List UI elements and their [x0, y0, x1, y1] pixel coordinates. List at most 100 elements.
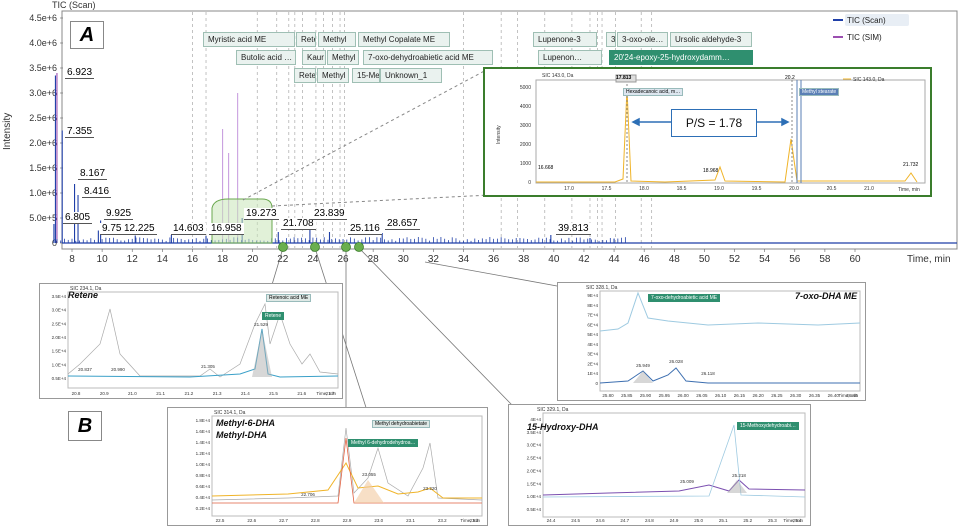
- main-y-tick-label: 3.5e+6: [29, 63, 57, 73]
- peak-label: 16.958: [209, 223, 244, 235]
- annotation-ursolic[interactable]: Ursolic aldehyde-3: [670, 32, 752, 47]
- inset-xlabel: Time, min: [898, 187, 920, 193]
- sub-peak-label: 20.837: [78, 367, 92, 372]
- annotation-methyl-2[interactable]: Methyl: [327, 50, 359, 65]
- annotation-butolic[interactable]: Butolic acid …: [236, 50, 296, 65]
- sub-x-tick-label: 26.10: [715, 393, 727, 398]
- sub-x-tick-label: 23.2: [438, 518, 447, 523]
- retene-title: Retene: [68, 290, 98, 300]
- inset-tag-methyl-stearate[interactable]: Methyl stearate: [799, 88, 839, 96]
- sub-x-label: Time, min: [838, 393, 858, 398]
- sub-x-tick-label: 21.1: [156, 391, 165, 396]
- annotation-myristic[interactable]: Myristic acid ME: [203, 32, 295, 47]
- main-x-tick-label: 18: [217, 254, 229, 265]
- inset-peak-label: 16.668: [538, 165, 553, 171]
- sub-x-tick-label: 26.20: [753, 393, 765, 398]
- sub-x-tick-label: 23.0: [374, 518, 383, 523]
- annotation-epoxy[interactable]: 20'24-epoxy-25-hydroxydamm…: [609, 50, 753, 65]
- sub-y-tick-label: 6E+4: [587, 322, 598, 327]
- retene-panel: SIC 234.1, Da 3.5E+4 3.0E+4 2.5E+4 2.0E+4 1.…: [39, 283, 343, 399]
- methyl-dha-title-2: Methyl-DHA: [216, 430, 267, 440]
- hydroxy-dha-title: 15-Hydroxy-DHA: [527, 422, 599, 432]
- svg-text:SIC 328.1, Da: SIC 328.1, Da: [586, 285, 618, 291]
- methyl-dha-title-1: Methyl-6-DHA: [216, 418, 275, 428]
- sub-x-tick-label: 26.25: [771, 393, 783, 398]
- annotation-kaur[interactable]: Kaur: [302, 50, 326, 65]
- main-x-tick-label: 54: [759, 254, 771, 265]
- sub-peak-label: 23.055: [362, 472, 376, 477]
- annotation-3[interactable]: 3: [606, 32, 616, 47]
- annotation-rete-2[interactable]: Rete: [294, 68, 316, 83]
- retene-tag-retene[interactable]: Retene: [262, 312, 284, 320]
- inset-header: SIC 143.0, Da: [542, 73, 574, 79]
- main-x-tick-label: 34: [458, 254, 470, 265]
- inset-x-ticks: 17.0 17.5 18.0 18.5 19.0 19.5 20.0 20.5 21.0: [564, 186, 874, 192]
- main-x-tick-label: 12: [127, 254, 139, 265]
- hydroxy-dha-tag[interactable]: 15-Methoxydehydroabi…: [737, 422, 799, 430]
- inset-y-tick-label: 2000: [520, 142, 531, 148]
- inset-y-ticks: 500040003000200010000: [520, 85, 531, 186]
- sub-x-tick-label: 26.35: [809, 393, 821, 398]
- sub-y-tick-label: 1.5E+4: [52, 349, 67, 354]
- annotation-unknown-1[interactable]: Unknown_1: [380, 68, 442, 83]
- sub-y-tick-label: 1.6E+4: [196, 429, 211, 434]
- annotation-lupenon[interactable]: Lupenon…: [538, 50, 602, 65]
- inset-x-tick-label: 20.5: [827, 186, 837, 192]
- sub-x-tick-label: 22.5: [216, 518, 225, 523]
- peak-label: 6.805: [63, 212, 92, 224]
- annotation-methyl-1[interactable]: Methyl: [318, 32, 356, 47]
- sub-x-tick-label: 24.4: [547, 518, 556, 523]
- inset-peak-label: 18.968: [703, 168, 718, 174]
- inset-x-tick-label: 17.5: [602, 186, 612, 192]
- sub-x-tick-label: 25.2: [743, 518, 752, 523]
- annotation-lupenone-3[interactable]: Lupenone-3: [533, 32, 597, 47]
- oxo-dha-tag[interactable]: 7-oxo-dehydroabietic acid ME: [648, 294, 720, 302]
- sub-x-tick-label: 26.15: [734, 393, 746, 398]
- sub-x-tick-label: 24.5: [571, 518, 580, 523]
- sub-peak-label: 23.220: [423, 486, 437, 491]
- sub-y-tick-label: 3.0E+4: [527, 443, 542, 448]
- sub-y-tick-label: 1.4E+4: [196, 440, 211, 445]
- annotation-7-oxo[interactable]: 7-oxo-dehydroabietic acid ME: [363, 50, 493, 65]
- methyl-dha-tag-6-dehydro[interactable]: Methyl 6-dehydrodehydroa…: [348, 439, 418, 447]
- peak-label: 8.416: [82, 186, 111, 198]
- inset-y-tick-label: 5000: [520, 85, 531, 91]
- hydroxy-dha-panel: SIC 329.1, Da 4E+4 3.5E+4 3.0E+4 2.5E+4 2.0E…: [508, 404, 811, 526]
- sub-y-tick-label: 2.5E+4: [527, 456, 542, 461]
- main-x-tick-label: 48: [669, 254, 681, 265]
- sub-x-tick-label: 24.6: [596, 518, 605, 523]
- sub-y-tick-label: 0.2E+4: [196, 506, 211, 511]
- inset-y-tick-label: 1000: [520, 161, 531, 167]
- inset-x-tick-label: 20.0: [789, 186, 799, 192]
- sub-x-tick-label: 24.7: [620, 518, 629, 523]
- inset-y-tick-label: 3000: [520, 123, 531, 129]
- retene-tag-retenoic[interactable]: Retenoic acid ME: [266, 294, 311, 302]
- main-x-tick-label: 16: [187, 254, 199, 265]
- peak-label: 28.657: [385, 218, 420, 230]
- sub-x-tick-label: 21.3: [213, 391, 222, 396]
- main-y-ticks: 4.5e+6 4.0e+6 3.5e+6 3.0e+6 2.5e+6 2.0e+6 1.5e…: [29, 13, 63, 248]
- sub-x-tick-label: 21.0: [128, 391, 137, 396]
- oxo-dha-title: 7-oxo-DHA ME: [795, 291, 857, 301]
- sub-y-tick-label: 0.5E+4: [52, 376, 67, 381]
- main-y-tick-label: 4.5e+6: [29, 13, 57, 23]
- annotation-15-me[interactable]: 15-Me: [352, 68, 380, 83]
- main-x-tick-label: 20: [247, 254, 259, 265]
- methyl-dha-tag-dehydroabietate[interactable]: Methyl dehydroabietate: [372, 420, 430, 428]
- highlight-region: [212, 199, 272, 243]
- annotation-rete-1[interactable]: Rete: [296, 32, 316, 47]
- main-y-tick-label: 0: [52, 238, 57, 248]
- main-x-tick-label: 46: [639, 254, 651, 265]
- annotation-3-oxo-ole[interactable]: 3-oxo-ole…: [617, 32, 668, 47]
- sub-y-tick-label: 2.0E+4: [527, 468, 542, 473]
- peak-label: 39.813: [556, 223, 591, 235]
- inset-tag-hexadecanoic[interactable]: Hexadecanoic acid, m…: [623, 88, 683, 96]
- annotation-methyl-3[interactable]: Methyl: [317, 68, 349, 83]
- main-x-tick-label: 42: [578, 254, 590, 265]
- sub-y-tick-label: 2E+4: [587, 361, 598, 366]
- sub-peak-label: 25.009: [680, 479, 694, 484]
- annotation-methyl-copalate[interactable]: Methyl Copalate ME: [358, 32, 450, 47]
- main-x-tick-label: 52: [729, 254, 741, 265]
- peak-label: 9.925: [104, 208, 133, 220]
- sub-x-tick-label: 22.8: [311, 518, 320, 523]
